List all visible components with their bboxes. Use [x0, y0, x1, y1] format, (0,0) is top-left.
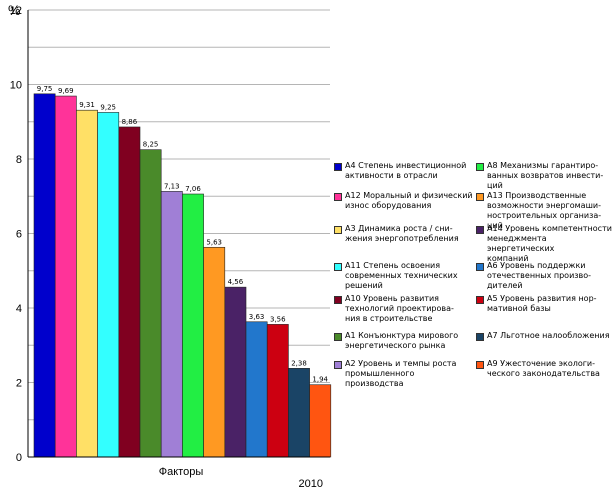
y-tick-label: 0 [16, 452, 22, 464]
bar-value-label: 7,13 [164, 182, 180, 190]
bar-value-label: 8,86 [122, 118, 138, 126]
legend-item: А9 Ужесточение экологи- ческого законода… [476, 359, 615, 379]
legend-swatch [334, 163, 342, 171]
bar [139, 149, 162, 458]
bar-value-label: 4,56 [228, 278, 244, 286]
legend-swatch [334, 361, 342, 369]
y-tick-label: 2 [16, 378, 22, 390]
legend-label: А6 Уровень поддержки отечественных произ… [487, 261, 592, 290]
legend-item: А1 Конъюнктура мирового энергетического … [334, 331, 474, 351]
legend-swatch [476, 193, 484, 201]
bar-value-label: 3,63 [249, 313, 265, 321]
bar [245, 321, 268, 458]
legend-label: А8 Механизмы гарантиро- ванных возвратов… [487, 161, 604, 190]
legend-item: А4 Степень инвестиционной активности в о… [334, 161, 474, 181]
legend-label: А12 Моральный и физический износ оборудо… [345, 191, 473, 210]
bar [54, 95, 77, 458]
bar-value-label: 7,06 [185, 185, 201, 193]
bar-value-label: 2,38 [291, 359, 307, 367]
year-label: 2010 [299, 478, 323, 488]
value-labels: 9,75 9,69 9,31 9,25 8,86 8,25 7,13 7,06 5,63 4,56… [37, 85, 329, 384]
bar [203, 246, 226, 458]
legend-label: А3 Динамика роста / сни- жения энергопот… [345, 224, 459, 243]
legend-label: А5 Уровень развития нор- мативной базы [487, 294, 597, 313]
bar [160, 191, 183, 458]
bar [266, 324, 289, 458]
bars [33, 93, 332, 458]
y-tick-label: 4 [16, 303, 22, 315]
bar [182, 193, 204, 458]
bar [288, 368, 310, 458]
legend-swatch [476, 296, 484, 304]
legend-label: А13 Производственные возможности энергом… [487, 191, 602, 230]
legend-item: А13 Производственные возможности энергом… [476, 191, 615, 231]
legend-swatch [334, 226, 342, 234]
y-unit-label: % [8, 2, 20, 18]
legend-swatch [334, 193, 342, 201]
legend-item: А5 Уровень развития нор- мативной базы [476, 294, 615, 314]
bar [118, 126, 141, 458]
y-tick-label: 10 [10, 80, 22, 92]
bar-value-label: 3,56 [270, 315, 286, 323]
bar-value-label: 5,63 [206, 238, 222, 246]
bar-value-label: 8,25 [143, 141, 159, 149]
legend-swatch [476, 263, 484, 271]
legend-swatch [334, 296, 342, 304]
bar-value-label: 9,75 [37, 85, 53, 93]
legend-swatch [476, 361, 484, 369]
x-axis-label: Факторы [159, 466, 204, 478]
bar [76, 109, 98, 458]
y-tick-label: 6 [16, 229, 22, 241]
legend-item: А11 Степень освоения современных техниче… [334, 261, 474, 291]
legend-label: А10 Уровень развития технологий проектир… [345, 294, 454, 323]
bar-value-label: 1,94 [312, 376, 328, 384]
legend-label: А4 Степень инвестиционной активности в о… [345, 161, 467, 180]
bar [97, 112, 120, 458]
y-tick-label: 8 [16, 154, 22, 166]
legend-item: А10 Уровень развития технологий проектир… [334, 294, 474, 324]
legend-swatch [476, 333, 484, 341]
legend-swatch [476, 226, 484, 234]
legend-item: А7 Льготное налообложения [476, 331, 615, 341]
legend-item: А2 Уровень и темпы роста промышленного п… [334, 359, 474, 389]
legend-swatch [334, 263, 342, 271]
legend-label: А7 Льготное налообложения [487, 331, 610, 340]
legend-label: А14 Уровень компетентности менеджмента э… [487, 224, 612, 263]
legend-label: А2 Уровень и темпы роста промышленного п… [345, 359, 457, 388]
legend-label: А9 Ужесточение экологи- ческого законода… [487, 359, 600, 378]
bar [309, 384, 332, 458]
legend-item: А6 Уровень поддержки отечественных произ… [476, 261, 615, 291]
legend-label: А11 Степень освоения современных техниче… [345, 261, 458, 290]
bar-value-label: 9,25 [100, 103, 116, 111]
legend-swatch [476, 163, 484, 171]
bar [224, 286, 247, 458]
legend-item: А3 Динамика роста / сни- жения энергопот… [334, 224, 474, 244]
legend-swatch [334, 333, 342, 341]
bar [33, 93, 56, 458]
bar-value-label: 9,69 [58, 87, 74, 95]
legend-label: А1 Конъюнктура мирового энергетического … [345, 331, 459, 350]
legend-item: А14 Уровень компетентности менеджмента э… [476, 224, 615, 264]
y-tick-label: 12 [10, 5, 22, 17]
bar-value-label: 9,31 [79, 101, 95, 109]
y-axis-ticks: 0 2 4 6 8 10 12 [10, 5, 22, 464]
legend-item: А12 Моральный и физический износ оборудо… [334, 191, 474, 211]
legend-item: А8 Механизмы гарантиро- ванных возвратов… [476, 161, 615, 191]
